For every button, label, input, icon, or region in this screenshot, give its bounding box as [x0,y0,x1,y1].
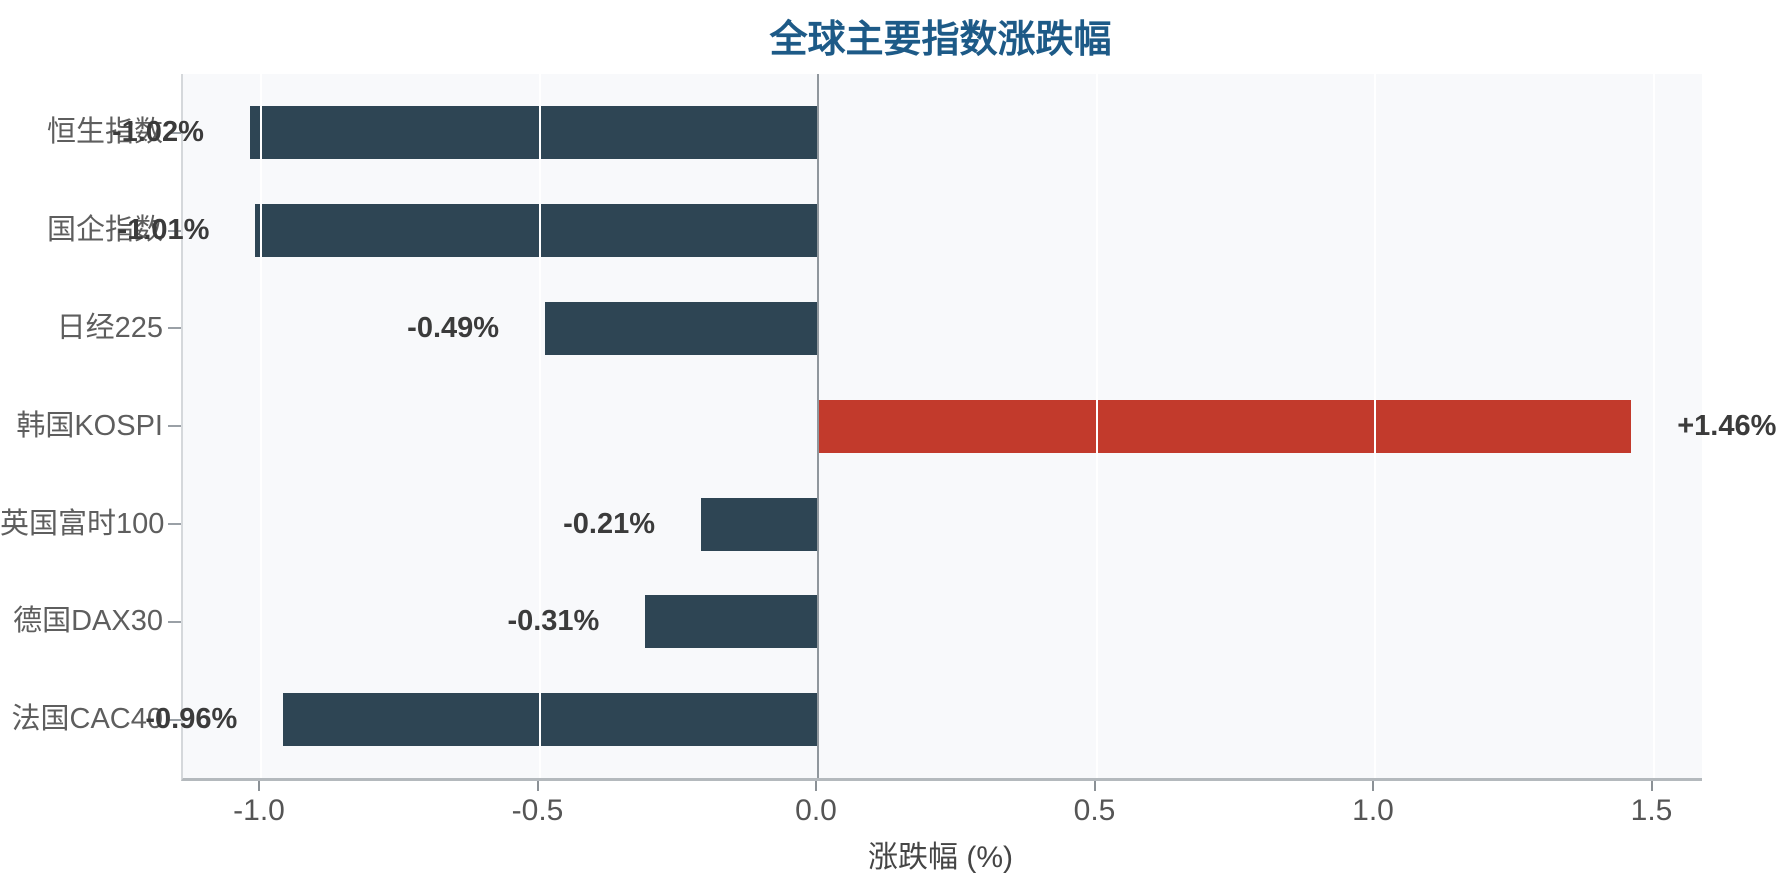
bar-value-label: -0.21% [563,507,656,540]
x-tick-label: 0.5 [1073,794,1116,827]
gridline [538,74,541,778]
x-axis-tick [1372,781,1374,791]
zero-axis-line [817,74,819,778]
bar-德国DAX30 [645,595,818,649]
bar-value-label: -1.02% [111,116,204,149]
category-label-韩国KOSPI: 韩国KOSPI [16,409,163,442]
plot-area: -1.02% -1.01% -0.49% +1.46% -0.21% -0.31% -0.9… [112,74,1776,781]
category-label-国企指数: 国企指数 [46,214,163,247]
gridline [260,74,262,778]
x-tick-label: -0.5 [511,794,564,827]
x-tick-label: 1.0 [1352,794,1394,827]
category-label-恒生指数: 恒生指数 [46,116,163,149]
bar-法国CAC40 [283,693,818,747]
x-axis-tick [536,781,539,791]
bar-value-label: -0.96% [145,703,238,736]
bar-日经225 [545,301,818,355]
y-axis-tick [168,327,181,330]
bar-英国富时100 [701,497,818,551]
x-tick-label: -1.0 [233,794,285,827]
bar-恒生指数 [249,106,818,160]
bar-value-label: -0.31% [507,605,600,638]
x-axis-tick [258,781,260,791]
bar-韩国KOSPI [818,399,1632,453]
y-axis-tick [168,620,181,623]
y-axis-tick [168,425,181,428]
y-axis-tick [168,523,181,526]
category-label-英国富时100: 英国富时100 [0,507,165,540]
gridline [1374,74,1376,778]
bar-国企指数 [255,204,818,258]
x-axis-label: 涨跌幅 (%) [868,841,1013,874]
x-tick-label: 1.5 [1630,794,1673,827]
bar-value-label: +1.46% [1677,409,1777,442]
category-label-法国CAC40: 法国CAC40 [11,703,164,736]
chart-title: 全球主要指数涨跌幅 [769,19,1112,61]
y-axis-tick [168,718,181,721]
gridline [1652,74,1655,778]
category-label-日经225: 日经225 [56,311,163,344]
x-axis-tick [815,781,817,791]
x-tick-label: 0.0 [795,794,837,827]
y-axis-tick [168,131,181,134]
x-axis-tick [1650,781,1653,791]
gridline [1095,74,1098,778]
y-axis-tick [168,229,181,232]
category-label-德国DAX30: 德国DAX30 [13,605,163,638]
bar-value-label: -0.49% [407,311,500,344]
x-axis-tick [1093,781,1096,791]
bar-value-label: -1.01% [117,214,210,247]
